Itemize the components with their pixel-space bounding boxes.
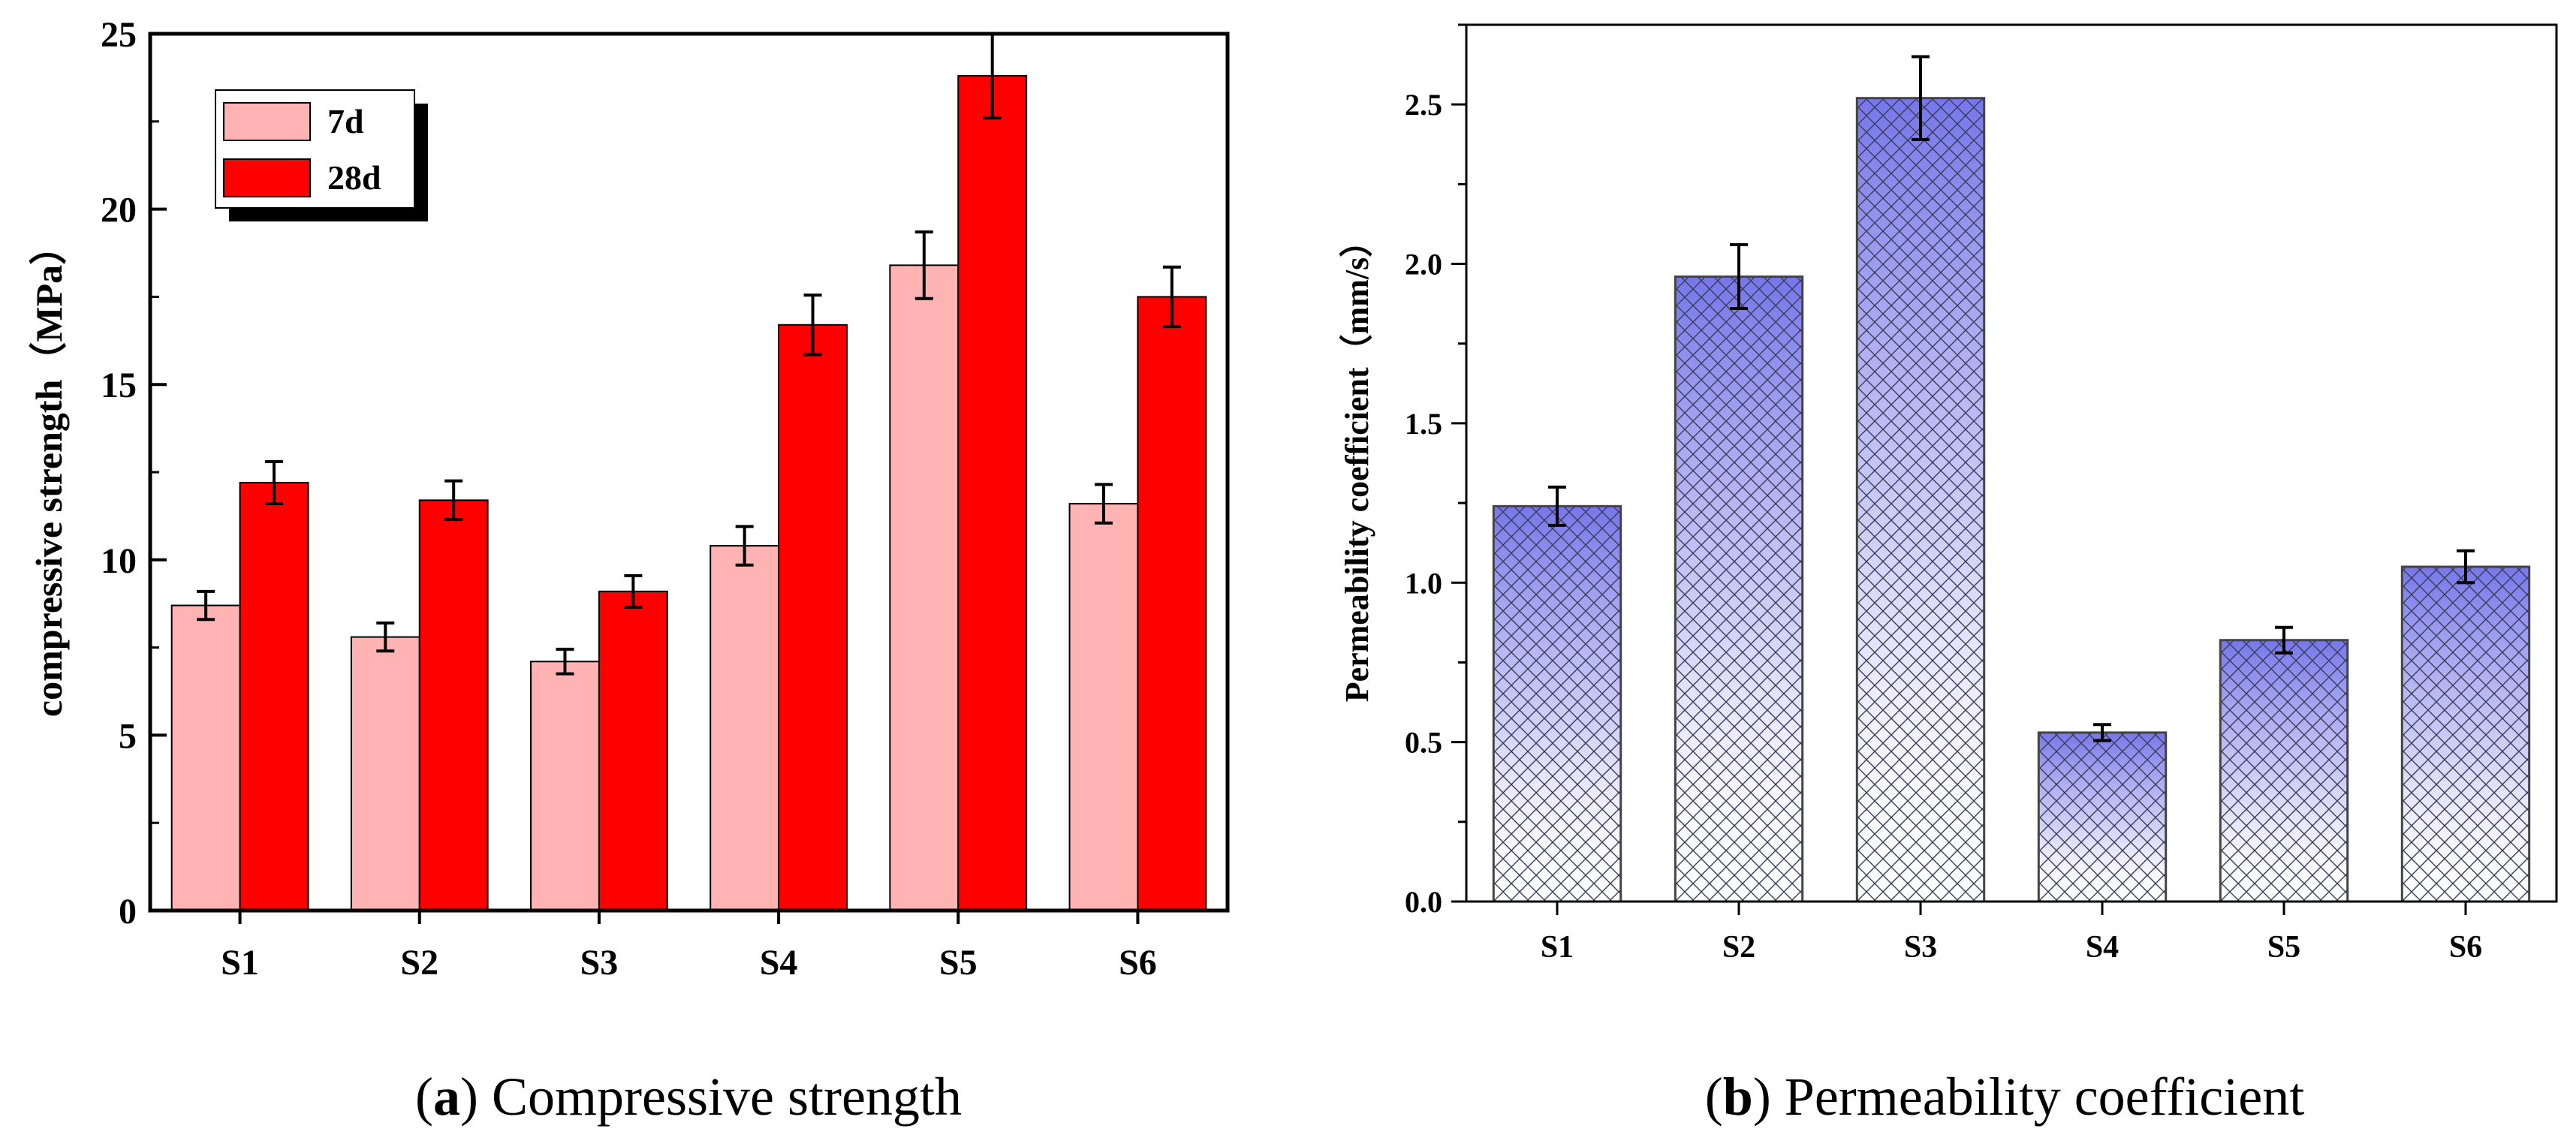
y-tick-label-2.0: 2.0	[1405, 248, 1442, 281]
bar-28d-s5	[957, 75, 1028, 912]
y-tick-label-1.5: 1.5	[1405, 407, 1442, 441]
chart-b-y-ticks: 0.0 0.5 1.0 1.5 2.0 2.5	[1405, 23, 1466, 919]
bar-7d-s2	[350, 636, 420, 911]
bar-hatch-s2	[1674, 275, 1804, 903]
bar-28d-s1	[239, 482, 309, 911]
caption-b-text: Permeability coefficient	[1771, 1067, 2304, 1127]
legend-label-7d: 7d	[327, 102, 364, 140]
caption-b-letter: b	[1723, 1067, 1753, 1127]
y-tick-label-0: 0	[119, 892, 137, 932]
y-tick-label-25: 25	[101, 15, 137, 55]
x-tick-label-s4: S4	[760, 943, 798, 983]
chart-a-x-ticks: S1 S2 S3 S4 S5 S6	[221, 911, 1157, 983]
x-tick-label-s3: S3	[1904, 930, 1937, 965]
x-tick-label-s2: S2	[400, 943, 438, 983]
bar-hatch-s6	[2400, 565, 2531, 903]
legend-swatch-28d	[223, 158, 311, 197]
y-tick-label-0.5: 0.5	[1405, 726, 1442, 760]
bar-7d-s5	[889, 264, 960, 911]
y-tick-label-10: 10	[101, 541, 137, 581]
bar-7d-s1	[170, 604, 241, 911]
x-tick-label-s3: S3	[580, 943, 619, 983]
bar-7d-s4	[710, 545, 780, 911]
chart-b-bars	[1492, 97, 2531, 903]
bar-7d-s6	[1068, 503, 1139, 911]
bar-28d-s3	[598, 590, 668, 912]
legend-swatch-7d	[223, 102, 311, 141]
bar-7d-s3	[530, 661, 600, 912]
caption-a: (a) Compressive strength	[415, 1067, 962, 1127]
x-tick-label-s6: S6	[1119, 943, 1157, 983]
caption-b: (b) Permeability coefficient	[1705, 1067, 2304, 1127]
y-tick-label-2.5: 2.5	[1405, 88, 1442, 122]
chart-a: 0 5 10 15 20 25 S1 S2 S3 S4 S5 S6 compressive stre…	[28, 15, 1230, 983]
bar-28d-s2	[418, 499, 489, 911]
bar-28d-s6	[1137, 296, 1207, 911]
x-tick-label-s5: S5	[939, 943, 978, 983]
chart-b-x-ticks: S1 S2 S3 S4 S5 S6	[1541, 902, 2482, 965]
chart-b-y-axis-title: Permeability coefficient（mm/s）	[1339, 224, 1375, 703]
x-tick-label-s6: S6	[2449, 930, 2482, 965]
y-tick-label-15: 15	[101, 366, 137, 405]
x-tick-label-s1: S1	[1541, 930, 1574, 965]
caption-a-text: Compressive strength	[478, 1067, 962, 1127]
caption-a-letter: a	[433, 1067, 460, 1127]
bar-hatch-s4	[2037, 731, 2168, 903]
bar-hatch-s1	[1492, 504, 1622, 903]
x-tick-label-s2: S2	[1722, 930, 1755, 965]
bar-28d-s4	[778, 324, 848, 911]
legend-label-28d: 28d	[327, 158, 381, 197]
x-tick-label-s4: S4	[2086, 930, 2119, 965]
y-tick-label-20: 20	[101, 191, 137, 230]
y-tick-label-0.0: 0.0	[1405, 885, 1442, 919]
chart-a-y-axis-title: compressive strength（MPa）	[28, 227, 70, 717]
chart-a-y-ticks: 0 5 10 15 20 25	[101, 15, 167, 932]
y-tick-label-5: 5	[119, 716, 137, 756]
chart-b-plot-frame	[1465, 23, 2558, 903]
chart-a-bars	[170, 75, 1207, 912]
y-tick-label-1.0: 1.0	[1405, 566, 1442, 600]
chart-a-legend: 7d 28d	[215, 89, 428, 221]
chart-b: 0.0 0.5 1.0 1.5 2.0 2.5 S1 S2 S3 S4 S5 S6 Permeabi…	[1339, 23, 2558, 965]
x-tick-label-s5: S5	[2267, 930, 2300, 965]
x-tick-label-s1: S1	[221, 943, 259, 983]
bar-hatch-s5	[2219, 639, 2349, 903]
bar-hatch-s3	[1855, 97, 1986, 903]
chart-b-errorbars	[1548, 55, 2475, 742]
